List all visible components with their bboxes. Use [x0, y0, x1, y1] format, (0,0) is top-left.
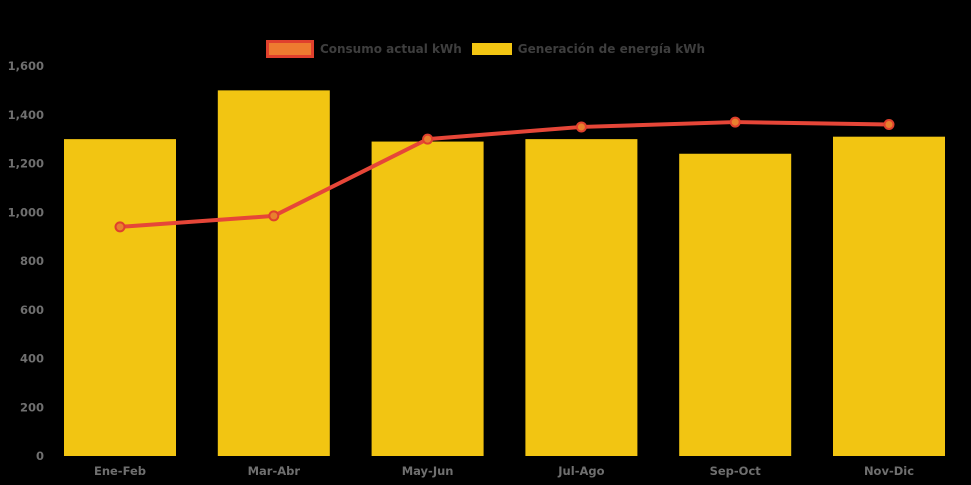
chart-legend: Consumo actual kWh Generación de energía… — [0, 40, 971, 58]
line-point-nov-dic — [883, 119, 895, 130]
x-axis-label-sep-oct: Sep-Oct — [710, 464, 762, 478]
y-axis-tick-label-1-000: 1,000 — [8, 205, 44, 219]
y-axis-tick-label-600: 600 — [20, 303, 44, 317]
y-axis-tick-label-800: 800 — [20, 254, 44, 268]
bar-sep-oct — [679, 153, 792, 456]
y-axis-tick-label-0: 0 — [36, 449, 44, 463]
x-axis-label-ene-feb: Ene-Feb — [94, 464, 146, 478]
line-point-sep-oct — [729, 116, 741, 128]
x-axis-label-mar-abr: Mar-Abr — [248, 464, 301, 478]
y-axis-tick-label-1-200: 1,200 — [8, 157, 44, 171]
generacion-energia-legend-swatch — [471, 43, 512, 55]
line-point-may-jun — [422, 133, 434, 145]
consumo-actual-line — [118, 120, 891, 229]
y-axis-tick-label-200: 200 — [20, 400, 44, 414]
consumo-actual-legend-swatch — [265, 40, 314, 58]
generacion-energia-legend-label: Generación de energía kWh — [517, 42, 706, 56]
y-axis-tick-label-1-400: 1,400 — [8, 108, 44, 122]
x-axis-label-may-jun: May-Jun — [402, 464, 454, 478]
y-axis-tick-label-400: 400 — [20, 352, 44, 366]
bar-jul-ago — [525, 139, 638, 456]
y-axis-tick-label-1-600: 1,600 — [8, 59, 44, 73]
line-point-ene-feb — [114, 221, 126, 233]
legend-item-consumo-actual[interactable]: Consumo actual kWh — [265, 40, 462, 58]
bar-may-jun — [371, 141, 484, 456]
bar-mar-abr — [217, 90, 330, 456]
bar-nov-dic — [833, 136, 945, 456]
line-point-mar-abr — [268, 210, 280, 222]
consumo-actual-legend-label: Consumo actual kWh — [319, 42, 462, 56]
x-axis-label-jul-ago: Jul-Ago — [557, 464, 604, 478]
bar-ene-feb — [64, 139, 176, 456]
x-axis-label-nov-dic: Nov-Dic — [864, 464, 914, 478]
legend-item-generacion-energia[interactable]: Generación de energía kWh — [471, 40, 706, 58]
line-point-jul-ago — [575, 121, 587, 133]
